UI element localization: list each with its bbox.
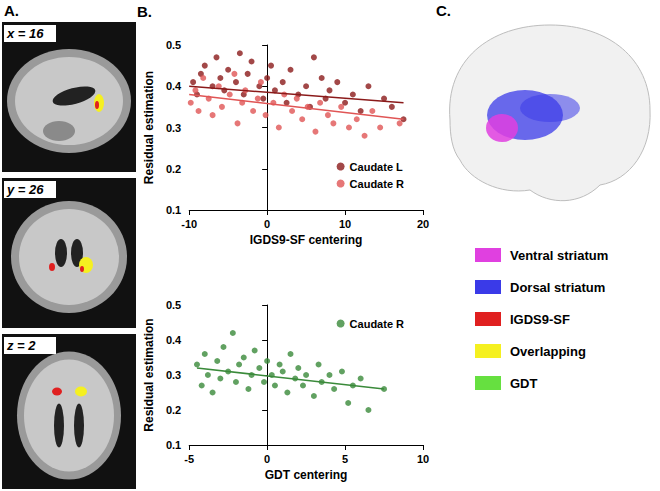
svg-text:10: 10 [417, 453, 429, 465]
svg-text:Caudate R: Caudate R [350, 178, 404, 190]
svg-text:x = 16: x = 16 [6, 26, 44, 41]
svg-text:0.3: 0.3 [166, 369, 181, 381]
svg-text:20: 20 [417, 218, 429, 230]
svg-text:0.2: 0.2 [166, 163, 181, 175]
svg-text:0.5: 0.5 [166, 299, 181, 311]
svg-text:0.4: 0.4 [166, 80, 182, 92]
svg-text:Ventral striatum: Ventral striatum [510, 248, 608, 263]
svg-text:0.4: 0.4 [166, 334, 182, 346]
svg-text:y = 26: y = 26 [6, 182, 44, 197]
svg-text:z = 2: z = 2 [6, 338, 36, 353]
svg-text:Residual estimation: Residual estimation [142, 71, 156, 184]
svg-text:IGDS9-SF centering: IGDS9-SF centering [250, 233, 363, 247]
svg-text:GDT centering: GDT centering [265, 468, 348, 482]
svg-text:0: 0 [264, 453, 270, 465]
svg-text:A.: A. [4, 2, 19, 19]
svg-text:B.: B. [137, 3, 152, 20]
svg-text:0.2: 0.2 [166, 404, 181, 416]
svg-text:GDT: GDT [510, 376, 538, 391]
svg-text:Caudate R: Caudate R [350, 318, 404, 330]
svg-text:0: 0 [264, 218, 270, 230]
svg-text:0.1: 0.1 [166, 439, 181, 451]
svg-text:Overlapping: Overlapping [510, 344, 586, 359]
svg-text:5: 5 [342, 453, 348, 465]
svg-text:0.5: 0.5 [166, 39, 181, 51]
svg-text:C.: C. [436, 2, 451, 19]
svg-text:Caudate L: Caudate L [350, 161, 403, 173]
svg-text:0.1: 0.1 [166, 204, 181, 216]
svg-text:Residual estimation: Residual estimation [142, 318, 156, 431]
svg-text:10: 10 [339, 218, 351, 230]
svg-text:0.3: 0.3 [166, 122, 181, 134]
svg-text:Dorsal striatum: Dorsal striatum [510, 280, 605, 295]
svg-text:-5: -5 [184, 453, 194, 465]
svg-text:IGDS9-SF: IGDS9-SF [510, 312, 570, 327]
svg-text:-10: -10 [181, 218, 197, 230]
